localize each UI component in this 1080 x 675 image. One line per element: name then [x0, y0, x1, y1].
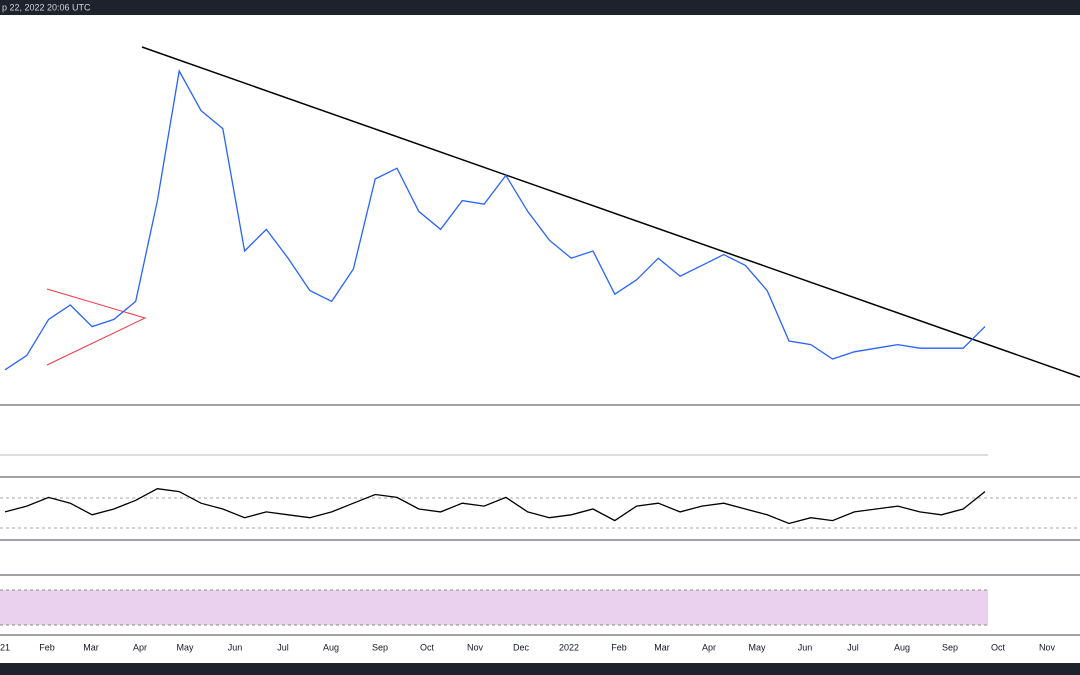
trendline	[141, 46, 1080, 378]
x-tick-label: Sep	[942, 642, 958, 652]
oscillator-line	[4, 488, 986, 525]
x-tick-label: Nov	[467, 642, 484, 652]
x-tick-label: Jun	[798, 642, 813, 652]
x-tick-label: Jun	[228, 642, 243, 652]
x-tick-label: Oct	[991, 642, 1006, 652]
x-tick-label: May	[176, 642, 194, 652]
x-tick-label: Sep	[372, 642, 388, 652]
x-tick-label: Mar	[83, 642, 99, 652]
x-tick-label: Oct	[420, 642, 435, 652]
header-bar	[0, 0, 1080, 15]
x-tick-label: Apr	[133, 642, 147, 652]
footer-bar	[0, 663, 1080, 675]
x-tick-label: Mar	[654, 642, 670, 652]
x-tick-label: 2022	[559, 642, 579, 652]
x-tick-label: Feb	[611, 642, 627, 652]
triangle-pattern	[46, 288, 147, 366]
x-tick-label: Jul	[277, 642, 289, 652]
x-tick-label: 21	[0, 642, 10, 652]
x-tick-label: Apr	[702, 642, 716, 652]
x-tick-label: Nov	[1039, 642, 1056, 652]
panel-dividers	[0, 404, 1080, 636]
x-tick-label: Feb	[39, 642, 55, 652]
x-tick-label: Dec	[513, 642, 530, 652]
x-tick-label: May	[748, 642, 766, 652]
x-tick-label: Aug	[894, 642, 910, 652]
x-tick-label: Jul	[847, 642, 859, 652]
x-tick-label: Aug	[323, 642, 339, 652]
stoch-band	[0, 590, 988, 625]
timestamp: p 22, 2022 20:06 UTC	[2, 2, 91, 12]
price-line	[4, 69, 986, 371]
